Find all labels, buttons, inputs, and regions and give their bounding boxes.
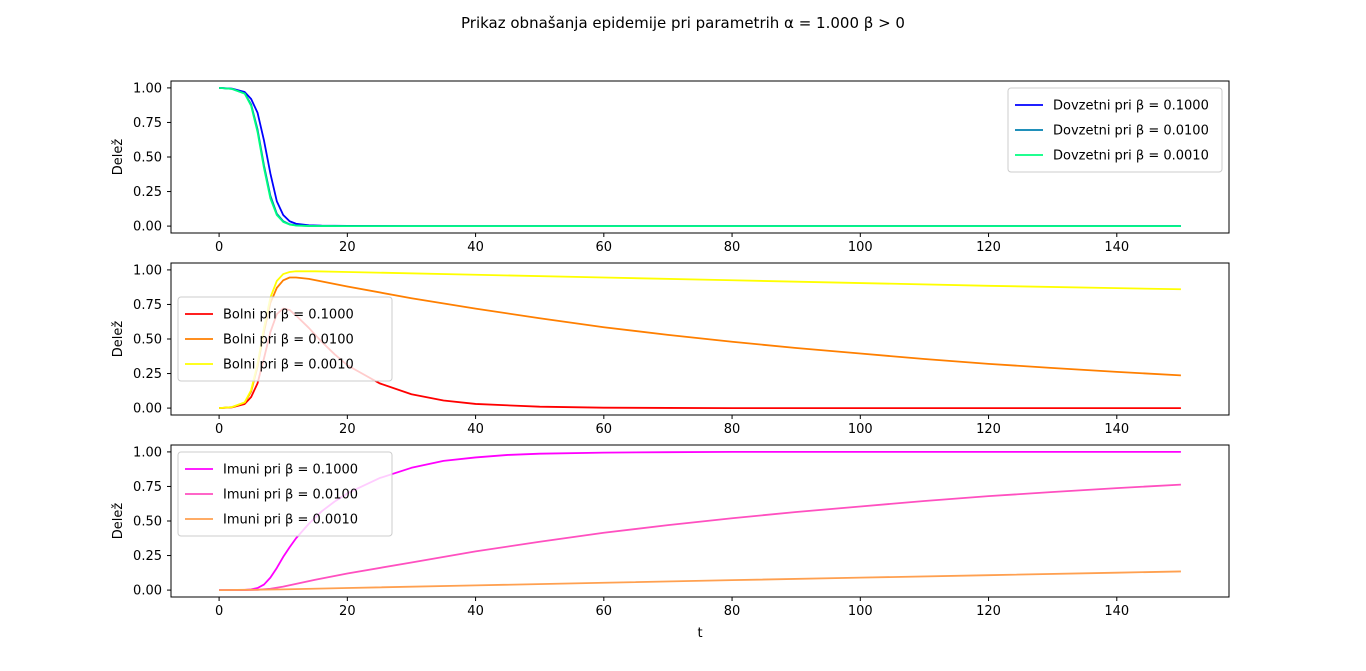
legend-label: Dovzetni pri β = 0.0100 xyxy=(1053,124,1209,139)
legend-box xyxy=(177,451,393,537)
x-tick-label: 20 xyxy=(339,604,356,619)
y-tick-label: 0.75 xyxy=(133,480,162,495)
x-tick-label: 0 xyxy=(215,422,223,437)
legend-label: Imuni pri β = 0.0010 xyxy=(223,513,358,528)
x-tick-label: 120 xyxy=(976,240,1001,255)
legend-label: Dovzetni pri β = 0.0010 xyxy=(1053,149,1209,164)
y-tick-label: 0.50 xyxy=(133,515,162,530)
x-tick-label: 60 xyxy=(596,422,613,437)
x-tick-label: 20 xyxy=(339,240,356,255)
x-tick-label: 140 xyxy=(1104,604,1129,619)
y-tick-label: 1.00 xyxy=(133,445,162,460)
x-tick-label: 80 xyxy=(724,604,741,619)
x-tick-label: 40 xyxy=(467,422,484,437)
series-group xyxy=(219,87,1181,227)
legend-label: Bolni pri β = 0.1000 xyxy=(223,308,354,323)
legend: Dovzetni pri β = 0.1000 Dovzetni pri β = … xyxy=(1007,87,1223,173)
subplot-1: 0 20 40 60 80 100 120 140 0.00 0.25 0.50 0.75 1.00 De… xyxy=(111,80,1230,255)
y-tick-label: 0.75 xyxy=(133,298,162,313)
x-tick-label: 140 xyxy=(1104,240,1129,255)
x-tick-label: 120 xyxy=(976,604,1001,619)
subplot-2: 0 20 40 60 80 100 120 140 0.00 0.25 0.50 0.75 1.00 De… xyxy=(111,262,1230,437)
x-tick-label: 140 xyxy=(1104,422,1129,437)
legend-box xyxy=(1007,87,1223,173)
series-line-3 xyxy=(219,87,1181,227)
x-tick-label: 0 xyxy=(215,604,223,619)
y-tick-label: 0.50 xyxy=(133,151,162,166)
x-tick-label: 40 xyxy=(467,240,484,255)
x-tick-label: 20 xyxy=(339,422,356,437)
series-line-3 xyxy=(219,270,1181,409)
x-axis-label: t xyxy=(697,626,702,641)
y-axis-label: Delež xyxy=(111,321,126,358)
y-tick-label: 0.50 xyxy=(133,333,162,348)
legend-label: Dovzetni pri β = 0.1000 xyxy=(1053,99,1209,114)
legend-label: Bolni pri β = 0.0010 xyxy=(223,358,354,373)
x-tick-label: 100 xyxy=(848,422,873,437)
legend: Imuni pri β = 0.1000 Imuni pri β = 0.0100… xyxy=(177,451,393,537)
x-tick-label: 80 xyxy=(724,422,741,437)
y-tick-label: 0.75 xyxy=(133,116,162,131)
figure-title: Prikaz obnašanja epidemije pri parametri… xyxy=(461,14,905,32)
x-tick-label: 120 xyxy=(976,422,1001,437)
y-axis-label: Delež xyxy=(111,503,126,540)
x-tick-label: 60 xyxy=(596,604,613,619)
x-tick-label: 40 xyxy=(467,604,484,619)
legend-label: Imuni pri β = 0.0100 xyxy=(223,488,358,503)
legend: Bolni pri β = 0.1000 Bolni pri β = 0.0100… xyxy=(177,296,393,382)
y-tick-label: 0.00 xyxy=(133,220,162,235)
y-tick-label: 1.00 xyxy=(133,81,162,96)
x-tick-label: 60 xyxy=(596,240,613,255)
y-tick-label: 0.00 xyxy=(133,584,162,599)
subplot-3: 0 20 40 60 80 100 120 140 0.00 0.25 0.50 0.75 1.00 De… xyxy=(111,444,1230,641)
y-tick-label: 0.00 xyxy=(133,402,162,417)
y-axis-label: Delež xyxy=(111,139,126,176)
series-line-2 xyxy=(219,483,1181,591)
x-tick-label: 100 xyxy=(848,604,873,619)
x-tick-label: 100 xyxy=(848,240,873,255)
legend-label: Imuni pri β = 0.1000 xyxy=(223,463,358,478)
legend-box xyxy=(177,296,393,382)
y-tick-label: 0.25 xyxy=(133,367,162,382)
y-tick-label: 0.25 xyxy=(133,549,162,564)
series-line-3 xyxy=(219,570,1181,591)
y-tick-label: 0.25 xyxy=(133,185,162,200)
y-tick-label: 1.00 xyxy=(133,263,162,278)
x-tick-label: 0 xyxy=(215,240,223,255)
legend-label: Bolni pri β = 0.0100 xyxy=(223,333,354,348)
x-tick-label: 80 xyxy=(724,240,741,255)
